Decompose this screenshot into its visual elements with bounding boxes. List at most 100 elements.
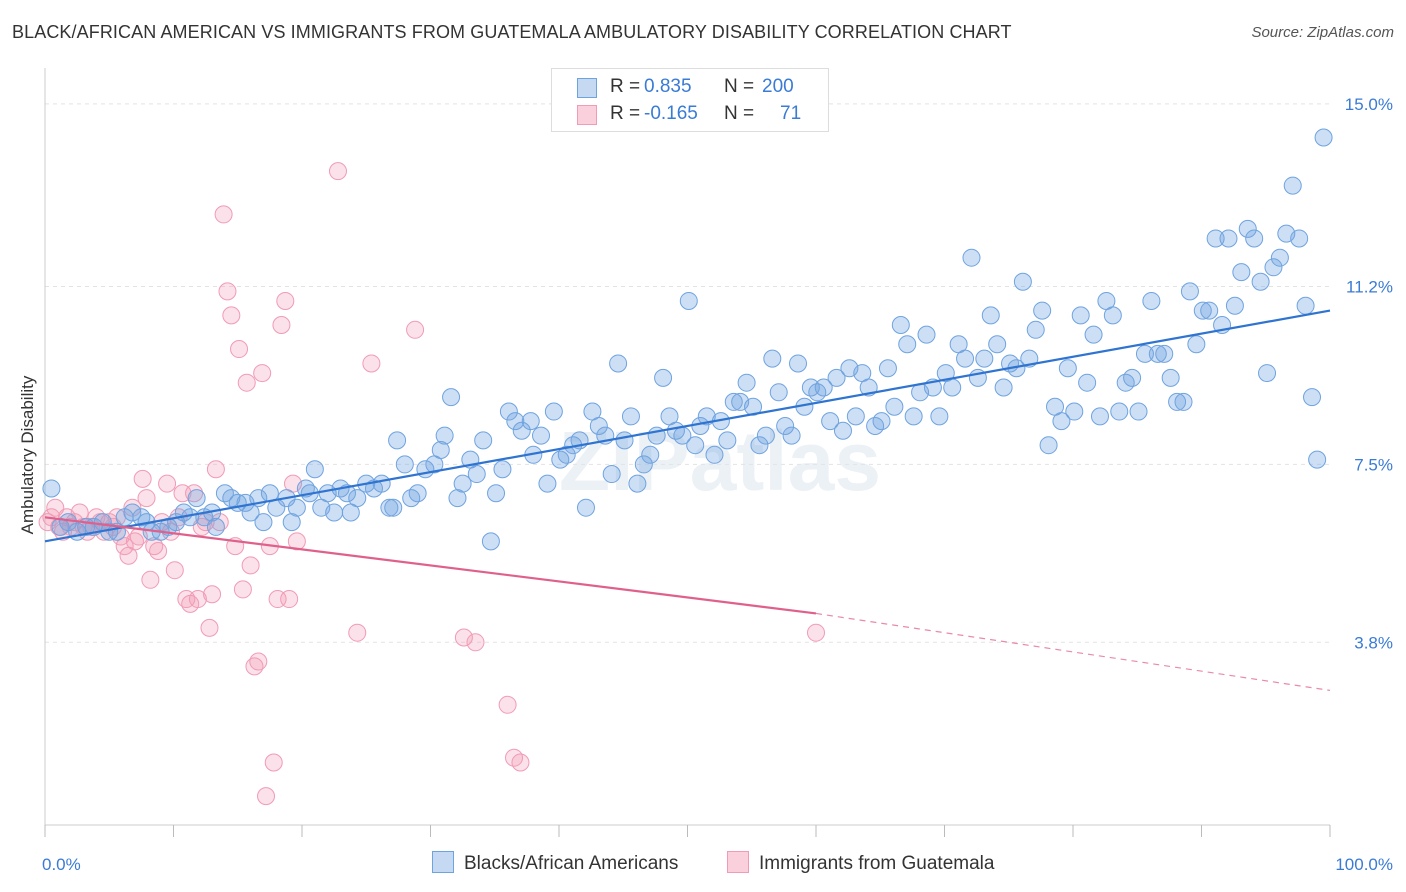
point-black bbox=[506, 412, 525, 431]
point-guatemala bbox=[466, 633, 485, 652]
point-guatemala bbox=[218, 282, 237, 301]
x-tick-label: 100.0% bbox=[1335, 855, 1393, 874]
point-black bbox=[872, 412, 891, 431]
point-guatemala bbox=[123, 498, 142, 517]
point-black bbox=[827, 368, 846, 387]
point-black bbox=[602, 465, 621, 484]
point-black bbox=[917, 325, 936, 344]
point-black bbox=[408, 484, 427, 503]
point-guatemala bbox=[406, 320, 425, 339]
point-guatemala bbox=[188, 590, 207, 609]
point-guatemala bbox=[241, 556, 260, 575]
point-guatemala bbox=[348, 623, 367, 642]
tick-labels: 3.8% 7.5% 11.2% 15.0% 0.0% 100.0% bbox=[42, 95, 1393, 874]
point-black bbox=[448, 489, 467, 508]
point-guatemala bbox=[272, 316, 291, 334]
point-black bbox=[769, 383, 788, 402]
point-guatemala bbox=[158, 474, 177, 493]
point-black bbox=[1155, 344, 1174, 363]
y-tick-label: 15.0% bbox=[1345, 95, 1393, 114]
point-black bbox=[132, 508, 151, 527]
point-black bbox=[885, 397, 904, 416]
point-black bbox=[943, 378, 962, 397]
point-black bbox=[898, 335, 917, 354]
point-black bbox=[481, 532, 500, 551]
legend-swatch-guatemala bbox=[577, 105, 597, 125]
point-guatemala bbox=[185, 484, 204, 503]
point-black bbox=[431, 441, 450, 459]
point-black bbox=[724, 392, 743, 411]
point-black bbox=[395, 455, 414, 474]
chart-title: BLACK/AFRICAN AMERICAN VS IMMIGRANTS FRO… bbox=[12, 22, 1012, 42]
point-black bbox=[1296, 296, 1315, 315]
point-black bbox=[1258, 364, 1277, 383]
point-black bbox=[1090, 407, 1109, 426]
legend-row-black: R = 0.835 N = 200 bbox=[552, 74, 828, 100]
point-black bbox=[994, 378, 1013, 397]
point-black bbox=[756, 426, 775, 445]
point-black bbox=[1071, 306, 1090, 325]
point-black bbox=[589, 416, 608, 435]
point-black bbox=[615, 431, 634, 450]
point-black bbox=[750, 436, 769, 455]
point-guatemala bbox=[454, 628, 473, 647]
point-black bbox=[254, 513, 273, 532]
point-black bbox=[1026, 320, 1045, 339]
point-black bbox=[891, 316, 910, 334]
point-black bbox=[1142, 291, 1161, 310]
legend-swatch-black bbox=[577, 78, 597, 98]
point-black bbox=[641, 445, 660, 464]
point-black bbox=[1200, 301, 1219, 320]
point-black bbox=[1110, 402, 1129, 421]
point-black bbox=[1251, 272, 1270, 291]
point-black bbox=[1232, 263, 1251, 282]
point-black bbox=[512, 421, 531, 440]
legend-n-label: N = bbox=[724, 103, 755, 124]
point-guatemala bbox=[257, 787, 276, 806]
point-guatemala bbox=[46, 498, 65, 517]
point-black bbox=[493, 460, 512, 479]
point-black bbox=[1103, 306, 1122, 325]
point-black bbox=[1013, 272, 1032, 291]
point-guatemala bbox=[137, 489, 156, 508]
point-guatemala bbox=[280, 590, 299, 609]
point-black bbox=[282, 513, 301, 532]
trend-line-guatemala bbox=[44, 516, 817, 615]
point-black bbox=[1193, 301, 1212, 320]
point-guatemala bbox=[149, 541, 168, 560]
y-tick-label: 7.5% bbox=[1354, 455, 1393, 474]
y-tick-label: 11.2% bbox=[1346, 278, 1393, 297]
legend-label-black: Blacks/African Americans bbox=[464, 853, 679, 874]
chart-source: Source: ZipAtlas.com bbox=[1251, 24, 1394, 41]
point-black bbox=[821, 412, 840, 431]
point-black bbox=[1123, 368, 1142, 387]
point-black bbox=[1283, 176, 1302, 195]
point-guatemala bbox=[165, 561, 184, 580]
point-black bbox=[782, 426, 801, 445]
point-black bbox=[846, 407, 865, 426]
point-guatemala bbox=[133, 469, 152, 488]
point-guatemala bbox=[511, 753, 530, 772]
point-guatemala bbox=[237, 373, 256, 392]
point-guatemala bbox=[362, 354, 381, 373]
point-guatemala bbox=[230, 340, 249, 359]
point-black bbox=[576, 498, 595, 517]
point-black bbox=[1308, 450, 1327, 469]
point-black bbox=[1161, 368, 1180, 387]
point-black bbox=[388, 431, 407, 450]
point-black bbox=[1225, 296, 1244, 315]
point-black bbox=[718, 431, 737, 450]
point-black bbox=[474, 431, 493, 450]
point-black bbox=[380, 498, 399, 517]
axes bbox=[44, 68, 1331, 837]
point-black bbox=[1219, 229, 1238, 248]
point-black bbox=[442, 388, 461, 407]
point-black bbox=[1052, 412, 1071, 431]
point-guatemala bbox=[276, 291, 295, 310]
point-black bbox=[287, 498, 306, 517]
point-guatemala bbox=[115, 537, 134, 556]
point-black bbox=[532, 426, 551, 445]
point-black bbox=[384, 498, 403, 517]
point-guatemala bbox=[328, 162, 347, 181]
point-guatemala bbox=[214, 205, 233, 224]
